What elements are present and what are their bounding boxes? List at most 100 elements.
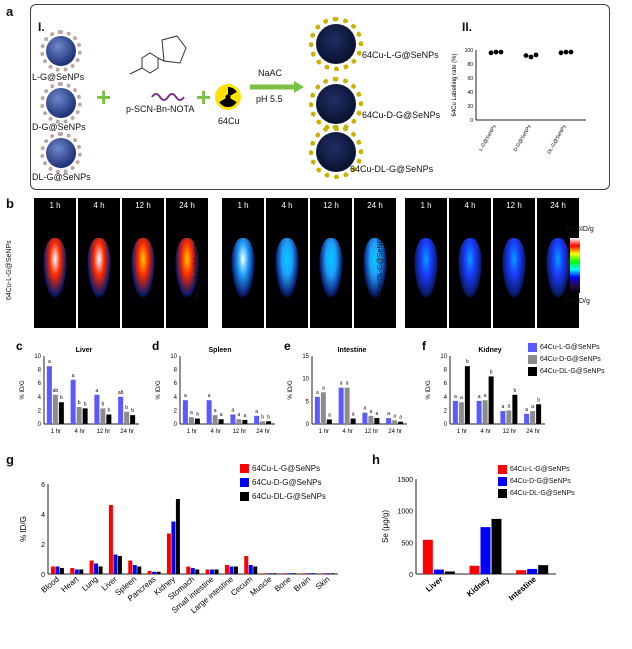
chart-title: Liver — [76, 347, 93, 354]
y-tick-label: 2 — [41, 542, 45, 549]
significance-letter: a — [196, 412, 199, 418]
bar — [79, 569, 84, 574]
bar — [188, 417, 194, 424]
bar — [386, 418, 392, 424]
bar — [392, 420, 398, 424]
bar — [186, 566, 191, 574]
y-tick-label: 0 — [174, 422, 178, 428]
significance-letter: a — [478, 394, 481, 400]
pet-mouse-signal — [87, 238, 111, 298]
data-point — [498, 49, 504, 55]
bar — [124, 411, 130, 424]
bar — [50, 566, 55, 574]
y-tick-label: 5 — [306, 399, 310, 405]
y-tick-label: 6 — [38, 381, 42, 387]
significance-letter: b — [125, 405, 128, 411]
bar — [132, 565, 137, 574]
pet-time-label: 24 h — [367, 201, 383, 210]
panel-letter: f — [422, 339, 427, 353]
reaction-arrow-icon — [250, 80, 304, 93]
bar — [320, 392, 326, 424]
y-tick-label: 6 — [41, 482, 45, 489]
y-tick-label: 60 — [467, 76, 473, 82]
data-point — [563, 49, 569, 55]
bar — [374, 418, 380, 424]
panel-a-letter: a — [6, 4, 14, 19]
bar — [368, 415, 374, 424]
cf-legend-l: 64Cu-L-G@SeNPs — [540, 344, 600, 351]
bar — [212, 415, 218, 424]
labeled-np-l — [309, 17, 363, 71]
cf-legend: 64Cu-L-G@SeNPs 64Cu-D-G@SeNPs 64Cu-DL-G@… — [528, 342, 605, 378]
pet-row-label: 64Cu-DL-G@SeNPs — [377, 235, 384, 300]
bar — [302, 573, 307, 574]
h-legend: 64Cu-L-G@SeNPs 64Cu-D-G@SeNPs 64Cu-DL-G@… — [498, 464, 575, 500]
bar — [147, 571, 152, 574]
significance-letter: a — [231, 407, 234, 413]
pet-row-label: 64Cu-D-G@SeNPs — [194, 239, 201, 300]
bar — [70, 568, 75, 574]
bar — [55, 566, 60, 574]
bar — [236, 419, 242, 424]
np-label-l: L-G@SeNPs — [32, 72, 85, 82]
data-point — [528, 54, 534, 60]
bar — [137, 566, 142, 574]
significance-letter: a — [507, 403, 510, 409]
significance-letter: a — [531, 404, 534, 410]
bar — [362, 412, 368, 424]
bar — [118, 396, 124, 424]
y-tick-label: 8 — [444, 368, 448, 374]
bar — [98, 566, 103, 574]
bar — [190, 568, 195, 574]
bar — [469, 565, 480, 574]
x-tick-label: Skin — [314, 575, 332, 592]
g-legend-dl: 64Cu-DL-G@SeNPs — [252, 492, 326, 501]
plus-icon: + — [96, 82, 112, 112]
bar — [516, 570, 527, 574]
bar — [214, 569, 219, 574]
pet-image: 4 h — [266, 198, 308, 328]
bar — [321, 573, 326, 574]
pet-mouse-signal — [275, 238, 299, 298]
pet-mouse-signal — [319, 238, 343, 298]
pet-time-label: 1 h — [420, 201, 432, 210]
x-tick-label: L-G@SeNPs — [478, 124, 498, 153]
bar — [306, 573, 311, 574]
pet-mouse-signal — [231, 238, 255, 298]
significance-letter: a — [72, 373, 75, 379]
labeled-np-dl — [309, 125, 363, 179]
x-tick-label: Liver — [424, 575, 444, 594]
x-tick-label: 24 hr — [120, 429, 134, 435]
h-legend-d: 64Cu-D-G@SeNPs — [510, 478, 571, 485]
bar — [326, 573, 331, 574]
x-tick-label: Lung — [80, 575, 99, 593]
significance-letter: a — [184, 393, 187, 399]
y-tick-label: 10 — [170, 354, 177, 360]
bar — [476, 400, 482, 424]
bar — [254, 415, 260, 424]
significance-letter: a — [346, 381, 349, 387]
pet-mouse-signal — [502, 238, 526, 298]
significance-letter: a — [243, 413, 246, 419]
y-tick-label: 10 — [440, 354, 447, 360]
bar — [100, 408, 106, 424]
significance-letter: a — [95, 388, 98, 394]
chelator-label: p-SCN-Bn-NOTA — [126, 104, 195, 114]
significance-letter: b — [261, 414, 264, 420]
bar — [166, 533, 171, 574]
bar — [94, 394, 100, 424]
isotope-label: 64Cu — [218, 116, 240, 126]
significance-letter: b — [267, 414, 270, 420]
significance-letter: b — [131, 408, 134, 414]
labelling-rate-chart: 0 20 40 60 80 100 64Cu Labelling rate (%) L-G@S… — [452, 48, 586, 155]
significance-letter: a — [525, 407, 528, 413]
data-point — [493, 49, 499, 55]
bar — [52, 394, 58, 424]
bar — [458, 402, 464, 424]
y-tick-label: 10 — [34, 354, 41, 360]
pet-image: 24 h — [166, 198, 208, 328]
panel-h-letter: h — [372, 452, 380, 467]
x-tick-label: Kidney — [465, 574, 492, 598]
plus-icon: + — [196, 82, 212, 112]
